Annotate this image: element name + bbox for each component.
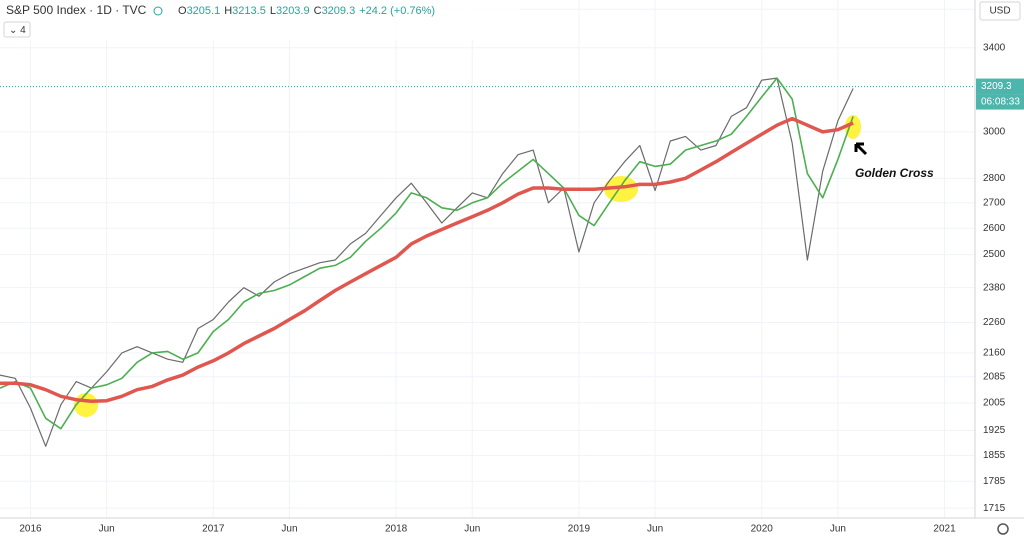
y-tick-label: 2500 (983, 249, 1006, 260)
last-price-label: 3209.3 (981, 81, 1012, 92)
y-tick-label: 2800 (983, 173, 1006, 184)
header-bg (0, 0, 520, 40)
y-tick-label: 1855 (983, 450, 1006, 461)
y-tick-label: 2380 (983, 282, 1006, 293)
grid (0, 0, 975, 518)
x-axis-labels: 2016 Jun 2017 Jun 2018 Jun 2019 Jun 2020 Jun 2021 (19, 524, 956, 535)
h-label: H (224, 5, 232, 17)
x-tick-label: Jun (647, 524, 663, 535)
change: +24.2 (+0.76%) (359, 5, 435, 17)
indicator-count: 4 (20, 25, 26, 36)
highlight (604, 176, 638, 202)
x-tick-label: 2018 (385, 524, 408, 535)
currency-box[interactable] (979, 1, 1021, 21)
status-dot (153, 6, 163, 16)
y-tick-label: 2085 (983, 371, 1006, 382)
interval: 1D (97, 3, 113, 17)
o-label: O (178, 5, 187, 17)
last-price: 3209.3 06:08:33 (0, 78, 1024, 110)
currency: USD (989, 6, 1010, 17)
x-tick-label: Jun (830, 524, 846, 535)
y-tick-label: 2700 (983, 197, 1006, 208)
ohlc: O3205.1 H3213.5 L3203.9 C3209.3 +24.2 (+0.76… (178, 5, 435, 17)
arrow (854, 142, 868, 156)
x-tick-label: Jun (281, 524, 297, 535)
l-label: L (270, 5, 276, 17)
highlight (74, 393, 98, 417)
x-tick-label: 2016 (19, 524, 42, 535)
high: 3213.5 (232, 5, 266, 17)
x-tick-label: Jun (464, 524, 480, 535)
symbol: S&P 500 Index · 1D · TVC (6, 3, 147, 17)
x-tick-label: 2019 (568, 524, 591, 535)
y-tick-label: 2005 (983, 398, 1006, 409)
open: 3205.1 (187, 5, 221, 17)
y-tick-label: 2160 (983, 348, 1006, 359)
indicator-toggle-label[interactable]: ⌄ 4 (9, 25, 26, 36)
series-lines (0, 77, 854, 447)
y-tick-label: 2600 (983, 223, 1006, 234)
x-tick-label: 2021 (933, 524, 956, 535)
close: 3209.3 (322, 5, 356, 17)
source: TVC (122, 3, 146, 17)
series-line (0, 116, 854, 404)
y-tick-label: 1925 (983, 425, 1006, 436)
x-tick-label: Jun (99, 524, 115, 535)
c-label: C (314, 5, 322, 17)
countdown: 06:08:33 (981, 97, 1020, 108)
indicator-toggle[interactable] (3, 21, 31, 38)
last-price-box (976, 78, 1024, 95)
y-tick-label: 3400 (983, 42, 1006, 53)
series-line (0, 77, 854, 447)
y-tick-label: 2260 (983, 317, 1006, 328)
symbol-name: S&P 500 Index (6, 3, 86, 17)
countdown-box (976, 94, 1024, 110)
y-tick-label: 1785 (983, 476, 1006, 487)
annotation: Golden Cross (855, 166, 934, 180)
x-tick-label: 2020 (751, 524, 774, 535)
settings-icon[interactable] (997, 523, 1009, 535)
y-tick-label: 3000 (983, 127, 1006, 138)
y-tick-label: 1715 (983, 503, 1006, 514)
series-line (0, 77, 854, 430)
y-axis-labels: 1715 1785 1855 1925 2005 2085 2160 2260 2380 2500… (983, 4, 1006, 514)
x-tick-label: 2017 (202, 524, 225, 535)
highlight (845, 115, 861, 139)
low: 3203.9 (276, 5, 310, 17)
